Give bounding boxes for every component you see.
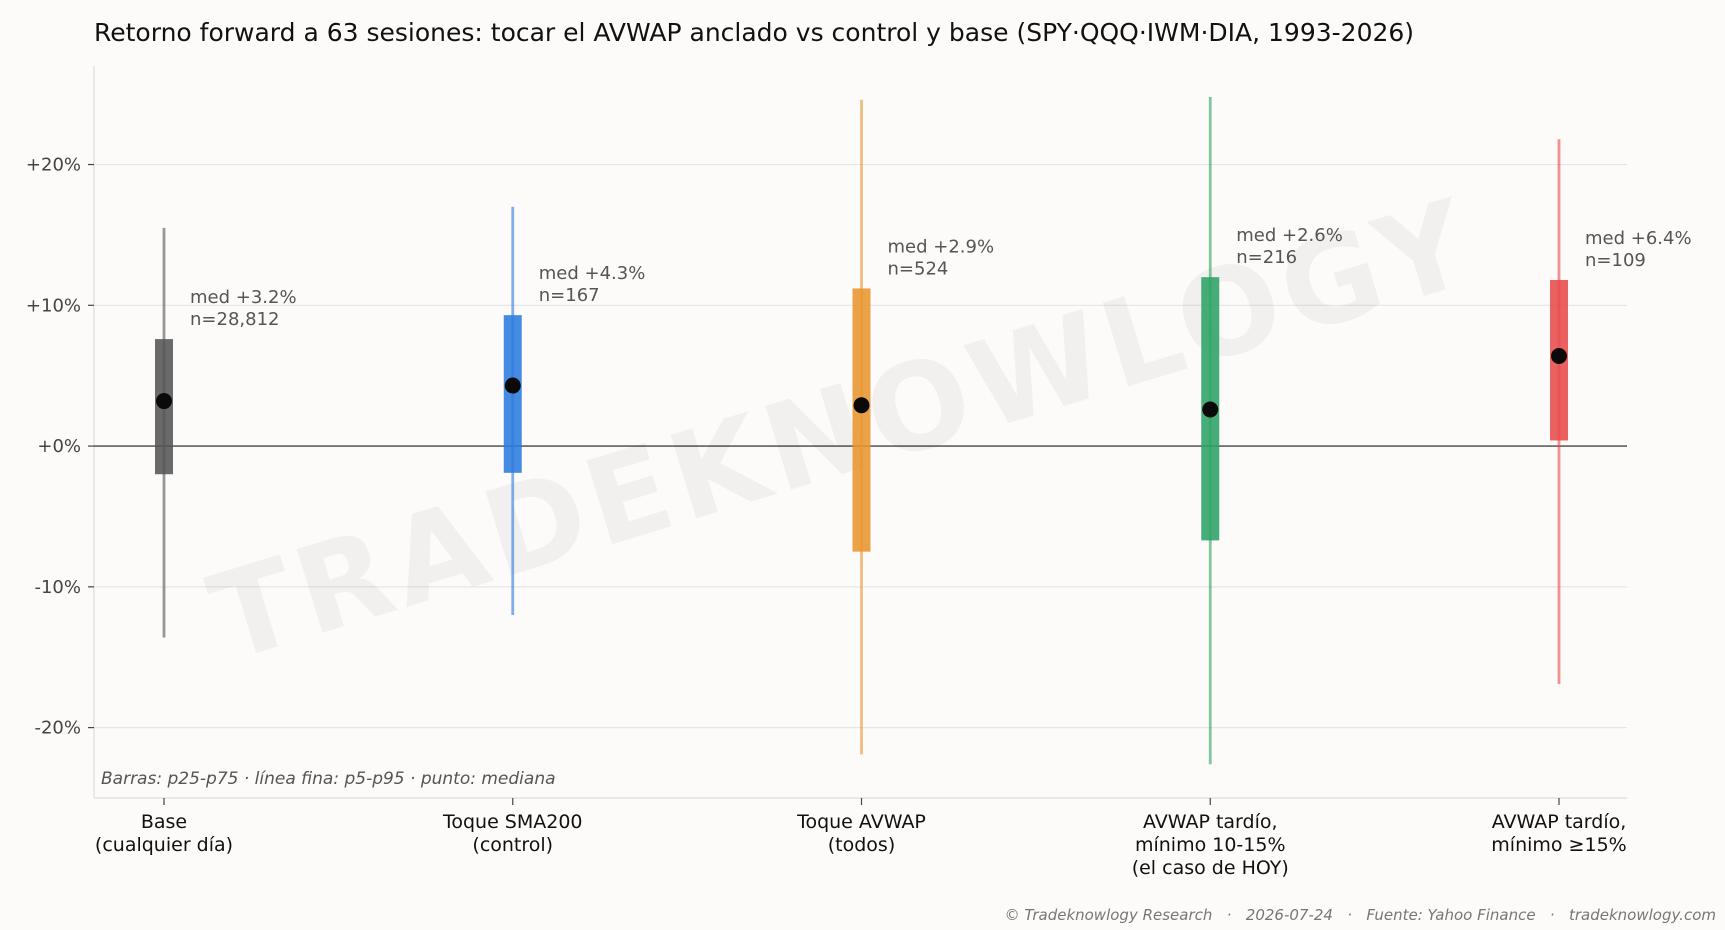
median-annotation: med +2.9%: [888, 236, 995, 257]
x-tick-label: Toque SMA200: [442, 811, 583, 833]
series-marks: med +3.2%n=28,812 med +4.3%n=167 med +2.9%…: [155, 96, 1692, 765]
median-annotation: med +3.2%: [190, 287, 297, 308]
footer-credits: © Tradeknowlogy Research · 2026-07-24 · …: [1005, 906, 1716, 924]
y-tick-label: +20%: [26, 155, 81, 176]
median-annotation: med +6.4%: [1585, 228, 1692, 249]
median-annotation: n=28,812: [190, 309, 279, 330]
range-group: med +3.2%n=28,812: [155, 227, 297, 638]
median-point: [504, 377, 521, 394]
median-point: [1202, 401, 1219, 418]
iqr-bar: [503, 315, 522, 473]
x-tick-label: (todos): [828, 834, 895, 856]
y-tick-label: -10%: [34, 577, 81, 598]
chart-title: Retorno forward a 63 sesiones: tocar el …: [94, 18, 1414, 47]
median-point: [156, 393, 172, 410]
x-tick-label: Toque AVWAP: [796, 811, 926, 833]
x-tick-label: (el caso de HOY): [1132, 857, 1289, 879]
median-annotation: n=109: [1585, 250, 1646, 271]
range-group: med +2.9%n=524: [852, 99, 995, 755]
x-tick-label: mínimo ≥15%: [1491, 834, 1626, 856]
x-axis-ticks: Base(cualquier día) Toque SMA200(control)…: [95, 798, 1627, 879]
x-tick-label: Base: [141, 811, 187, 833]
median-annotation: n=216: [1236, 247, 1297, 268]
iqr-bar: [852, 288, 871, 552]
y-axis-ticks: -20% -10% +0% +10% +20%: [26, 155, 94, 739]
median-point: [1551, 347, 1567, 364]
y-tick-label: -20%: [34, 718, 81, 739]
range-group: med +2.6%n=216: [1201, 96, 1343, 765]
median-annotation: n=167: [539, 285, 600, 306]
median-annotation: med +4.3%: [539, 263, 646, 284]
median-point: [853, 397, 870, 414]
plot-area: -20%-10%+0%+10%+20% TRADEKNOWLOGY med +3…: [26, 66, 1692, 879]
x-tick-label: (control): [472, 834, 553, 856]
range-group: med +6.4%n=109: [1550, 139, 1692, 684]
x-tick-label: AVWAP tardío,: [1143, 811, 1278, 833]
x-tick-label: AVWAP tardío,: [1492, 811, 1627, 833]
legend-note: Barras: p25-p75 · línea fina: p5-p95 · p…: [101, 769, 556, 789]
median-annotation: med +2.6%: [1236, 225, 1343, 246]
median-annotation: n=524: [888, 258, 949, 279]
range-group: med +4.3%n=167: [503, 206, 646, 615]
x-tick-label: mínimo 10-15%: [1135, 834, 1286, 856]
y-tick-label: +0%: [37, 436, 81, 457]
x-tick-label: (cualquier día): [95, 834, 233, 856]
y-tick-label: +10%: [26, 295, 81, 316]
